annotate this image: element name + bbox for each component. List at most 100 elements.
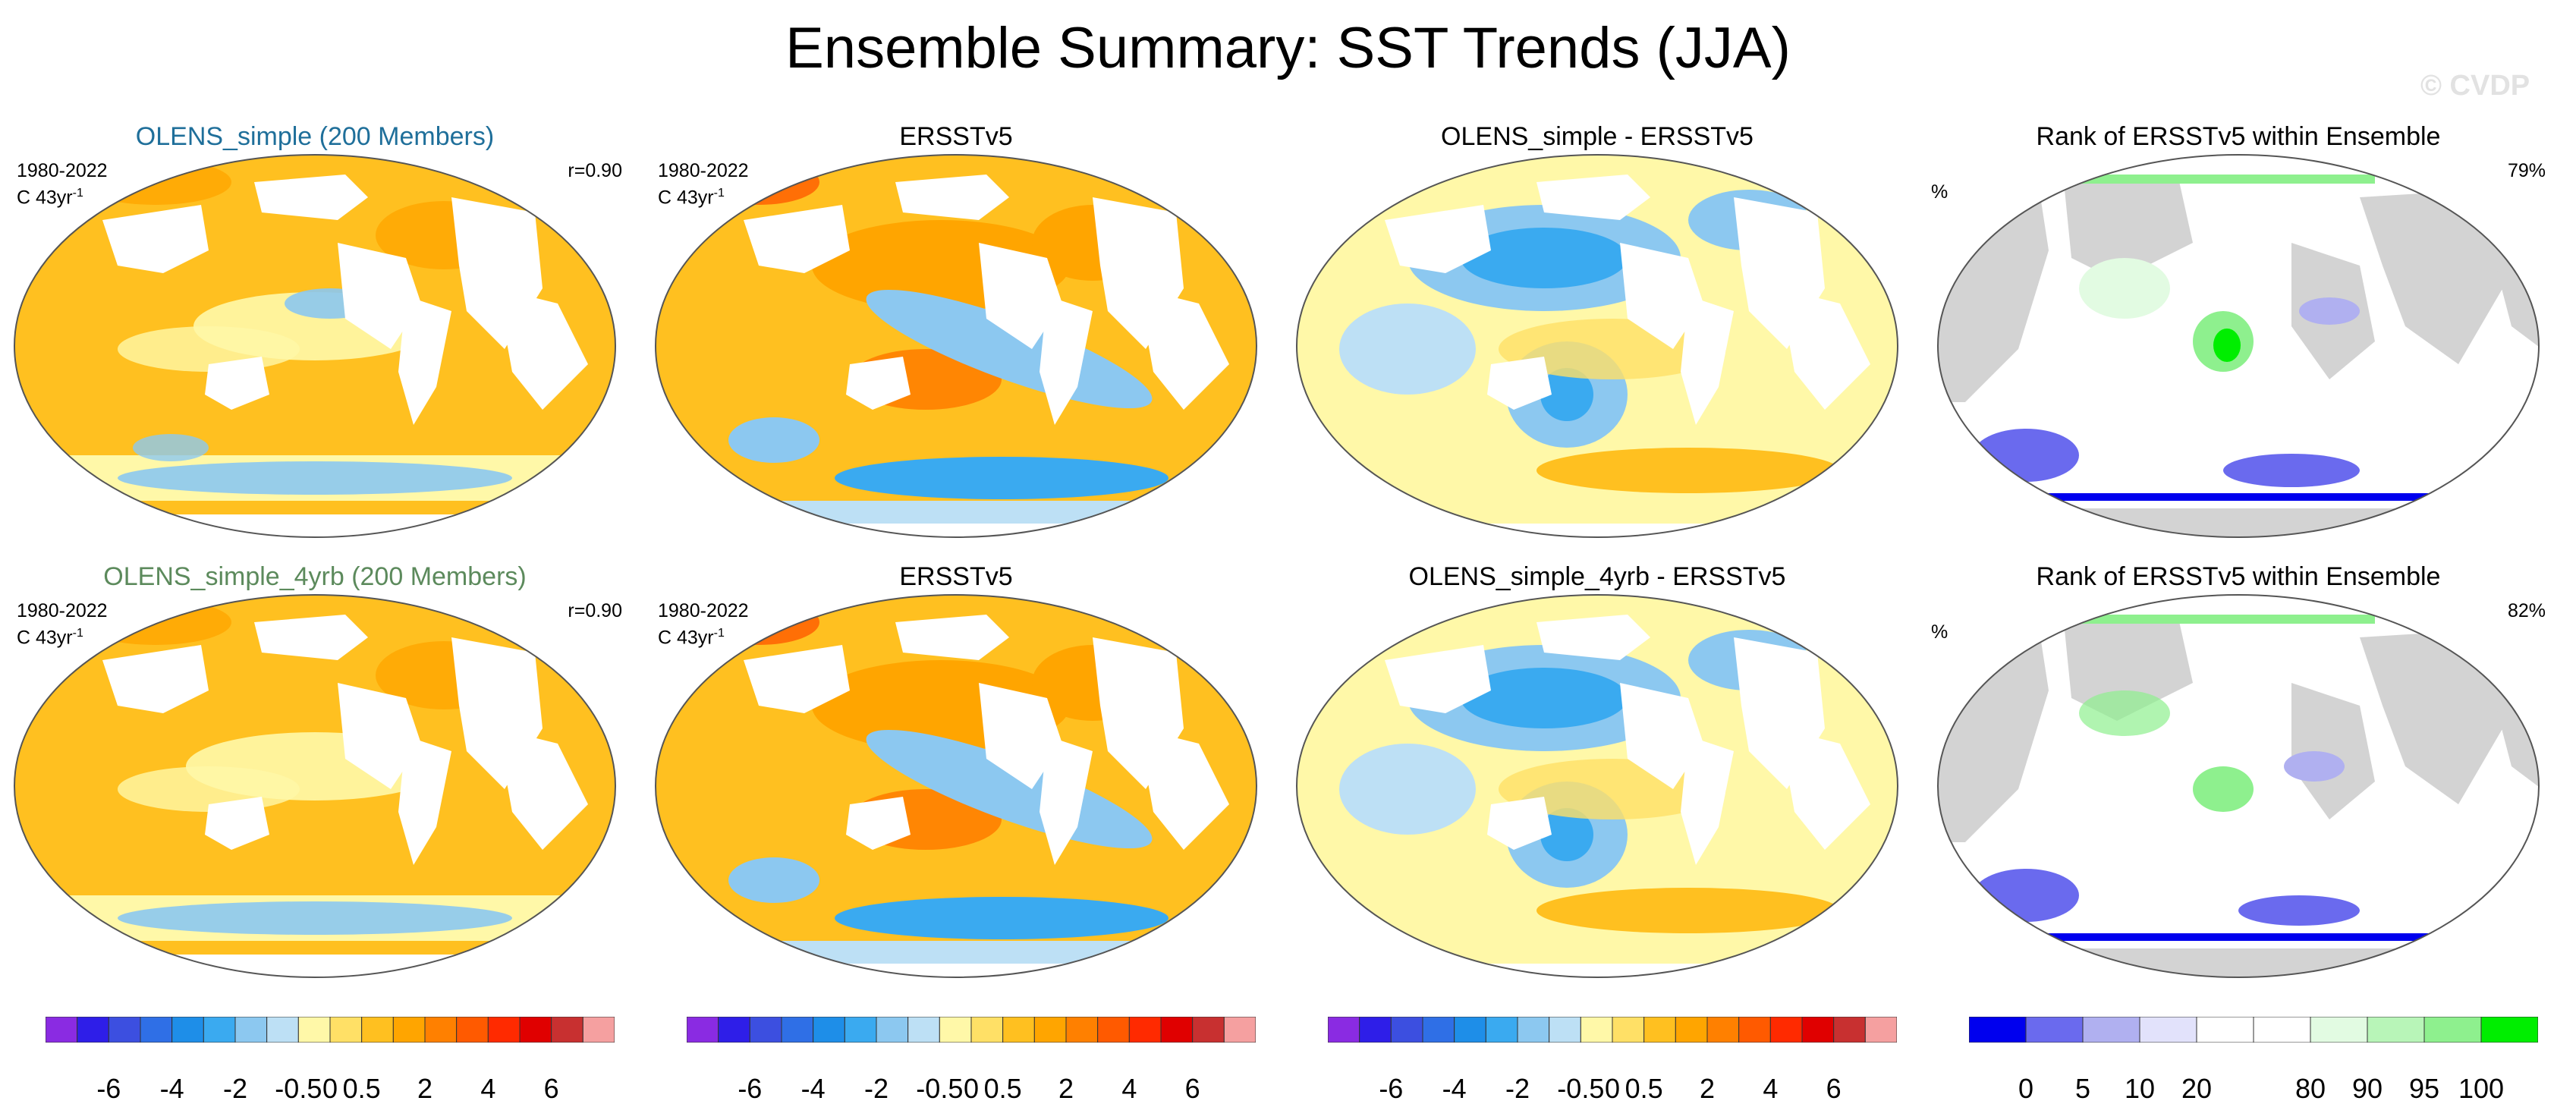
period-label: 1980-2022 — [17, 160, 108, 181]
colorbar-tick-label: 4 — [1763, 1073, 1779, 1104]
colorbar-swatch — [1738, 1016, 1771, 1043]
rank-colorbar: 0 5 10 20 80 90 95 100 — [1968, 1016, 2539, 1104]
colorbar-tick-label: 95 — [2408, 1073, 2440, 1104]
colorbar-swatch — [2253, 1016, 2311, 1043]
trend-colorbar-swatches — [45, 1016, 615, 1043]
colorbar-tick-label: 0.5 — [983, 1073, 1022, 1104]
rank-colorbar-labels: 0 5 10 20 80 90 95 100 — [1969, 1046, 2538, 1104]
colorbar-swatch — [424, 1016, 458, 1043]
colorbar-tick-label: 0.5 — [1625, 1073, 1663, 1104]
units-exponent: -1 — [713, 187, 725, 200]
colorbar-tick-label: 5 — [2074, 1073, 2091, 1104]
colorbar-swatch — [1517, 1016, 1550, 1043]
colorbar-swatch — [844, 1016, 877, 1043]
cvdp-watermark: © CVDP — [2420, 70, 2530, 102]
colorbar-swatch — [1002, 1016, 1035, 1043]
trend-colorbar-swatches — [1327, 1016, 1898, 1043]
colorbar-tick-label: 6 — [543, 1073, 559, 1104]
units-label: C 43yr-1 — [17, 622, 83, 649]
colorbar-swatch — [2310, 1016, 2368, 1043]
colorbar-tick-label: -2 — [222, 1073, 248, 1104]
colorbar-swatch — [2139, 1016, 2197, 1043]
colorbar-tick-label: 80 — [2294, 1073, 2326, 1104]
colorbar-swatch — [1643, 1016, 1676, 1043]
colorbar-swatch — [1968, 1016, 2027, 1043]
units-exponent: -1 — [72, 627, 83, 640]
panel-olens-simple: OLENS_simple (200 Members) 1980-2022 C 4… — [0, 121, 630, 546]
sst-trend-map — [14, 154, 616, 538]
panel-title: OLENS_simple_4yrb - ERSSTv5 — [1408, 562, 1786, 591]
trend-colorbar-labels: -6 -4 -2 -0.5 0 0.5 2 4 6 — [1328, 1046, 1897, 1104]
colorbar-tick-label: 100 — [2458, 1073, 2505, 1104]
sst-trend-map — [655, 594, 1257, 978]
units-text: C 43yr — [17, 187, 73, 209]
colorbar-swatch — [686, 1016, 719, 1043]
pattern-correlation: r=0.90 — [568, 600, 622, 621]
colorbar-swatch — [551, 1016, 583, 1043]
colorbar-tick-label: 6 — [1184, 1073, 1200, 1104]
period-label: 1980-2022 — [17, 600, 108, 621]
colorbar-tick-label: -0.5 — [916, 1073, 964, 1104]
colorbar-tick-label: 0 — [322, 1073, 338, 1104]
colorbar-swatch — [1801, 1016, 1835, 1043]
colorbar-swatch — [582, 1016, 615, 1043]
colorbar-tick-label: 0 — [963, 1073, 980, 1104]
percent-unit-label: % — [1931, 181, 1949, 203]
colorbar-tick-label: 0 — [1604, 1073, 1621, 1104]
panel-title: Rank of ERSSTv5 within Ensemble — [2036, 122, 2441, 151]
rank-percent: 82% — [2507, 600, 2546, 621]
panel-title: OLENS_simple - ERSSTv5 — [1441, 122, 1754, 151]
colorbar-swatch — [1422, 1016, 1455, 1043]
panel-title: OLENS_simple (200 Members) — [135, 122, 495, 151]
trend-colorbar-1: -6 -4 -2 -0.5 0 0.5 2 4 6 — [45, 1016, 615, 1104]
colorbar-swatch — [1359, 1016, 1392, 1043]
rank-percent: 79% — [2507, 160, 2546, 181]
colorbar-swatch — [1128, 1016, 1162, 1043]
sst-trend-map — [655, 154, 1257, 538]
period-label: 1980-2022 — [658, 160, 749, 181]
colorbar-swatch — [1864, 1016, 1898, 1043]
colorbar-tick-label: 4 — [480, 1073, 496, 1104]
colorbar-swatch — [108, 1016, 141, 1043]
colorbar-swatch — [77, 1016, 109, 1043]
colorbar-swatch — [1327, 1016, 1360, 1043]
colorbar-tick-label: 90 — [2351, 1073, 2383, 1104]
colorbar-swatch — [45, 1016, 78, 1043]
colorbar-swatch — [813, 1016, 845, 1043]
colorbar-swatch — [203, 1016, 236, 1043]
colorbar-swatch — [1485, 1016, 1518, 1043]
colorbar-swatch — [939, 1016, 972, 1043]
sst-difference-map — [1296, 154, 1898, 538]
rank-map — [1937, 154, 2540, 538]
panel-ersstv5-2: ERSSTv5 1980-2022 C 43yr-1 — [641, 561, 1271, 986]
colorbar-tick-label: 0 — [2018, 1073, 2034, 1104]
colorbar-tick-label: 10 — [2124, 1073, 2156, 1104]
colorbar-swatch — [456, 1016, 489, 1043]
panel-title: Rank of ERSSTv5 within Ensemble — [2036, 562, 2441, 591]
sst-difference-map — [1296, 594, 1898, 978]
colorbar-swatch — [140, 1016, 173, 1043]
colorbar-swatch — [234, 1016, 268, 1043]
colorbar-tick-label: -2 — [863, 1073, 889, 1104]
colorbar-tick-label: -6 — [738, 1073, 763, 1104]
panel-olens-simple-4yrb: OLENS_simple_4yrb (200 Members) 1980-202… — [0, 561, 630, 986]
colorbar-swatch — [266, 1016, 299, 1043]
colorbar-swatch — [876, 1016, 909, 1043]
colorbar-tick-label: 2 — [417, 1073, 433, 1104]
colorbar-swatch — [1160, 1016, 1194, 1043]
colorbar-swatch — [1065, 1016, 1099, 1043]
trend-colorbar-labels: -6 -4 -2 -0.5 0 0.5 2 4 6 — [46, 1046, 615, 1104]
colorbar-swatch — [2423, 1016, 2482, 1043]
colorbar-swatch — [487, 1016, 521, 1043]
colorbar-swatch — [2025, 1016, 2084, 1043]
trend-colorbar-swatches — [686, 1016, 1257, 1043]
colorbar-swatch — [297, 1016, 331, 1043]
colorbar-tick-label: -4 — [1442, 1073, 1467, 1104]
colorbar-swatch — [1192, 1016, 1225, 1043]
colorbar-swatch — [361, 1016, 394, 1043]
colorbar-swatch — [781, 1016, 814, 1043]
units-label: C 43yr-1 — [17, 182, 83, 209]
colorbar-swatch — [1769, 1016, 1803, 1043]
colorbar-swatch — [1612, 1016, 1645, 1043]
colorbar-tick-label: -4 — [800, 1073, 826, 1104]
